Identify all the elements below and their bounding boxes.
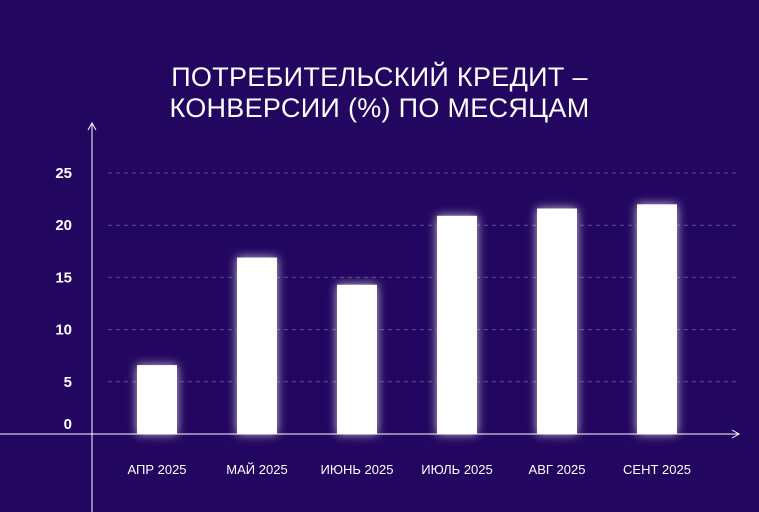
chart-title-line-1: ПОТРЕБИТЕЛЬСКИЙ КРЕДИТ – — [171, 62, 588, 92]
bar — [437, 215, 477, 434]
x-axis-arrow — [731, 429, 741, 439]
bar — [337, 284, 377, 434]
chart-title: ПОТРЕБИТЕЛЬСКИЙ КРЕДИТ – КОНВЕРСИИ (%) П… — [0, 62, 759, 124]
y-tick-label: 10 — [55, 322, 72, 339]
grid-lines — [108, 172, 738, 383]
bar — [137, 365, 177, 434]
x-category-label: ИЮНЬ 2025 — [321, 462, 394, 477]
labels: 0 5 10 15 20 25 АПР 2025 МАЙ 2025 ИЮНЬ 2025 ИЮЛЬ … — [55, 165, 691, 477]
y-tick-label: 25 — [55, 165, 72, 182]
bar — [537, 208, 577, 434]
x-category-label: МАЙ 2025 — [226, 462, 287, 477]
x-category-label: СЕНТ 2025 — [623, 462, 691, 477]
y-tick-label: 20 — [55, 217, 72, 234]
bar — [237, 257, 277, 434]
y-tick-label: 15 — [55, 269, 72, 286]
x-category-label: АПР 2025 — [127, 462, 186, 477]
x-category-label: АВГ 2025 — [529, 462, 586, 477]
y-tick-label: 5 — [64, 374, 72, 391]
bars — [137, 204, 677, 434]
chart-title-line-2: КОНВЕРСИИ (%) ПО МЕСЯЦАМ — [169, 93, 590, 123]
bar — [637, 204, 677, 434]
y-axis-arrow — [87, 121, 97, 131]
x-category-label: ИЮЛЬ 2025 — [421, 462, 493, 477]
y-tick-label: 0 — [64, 416, 72, 433]
